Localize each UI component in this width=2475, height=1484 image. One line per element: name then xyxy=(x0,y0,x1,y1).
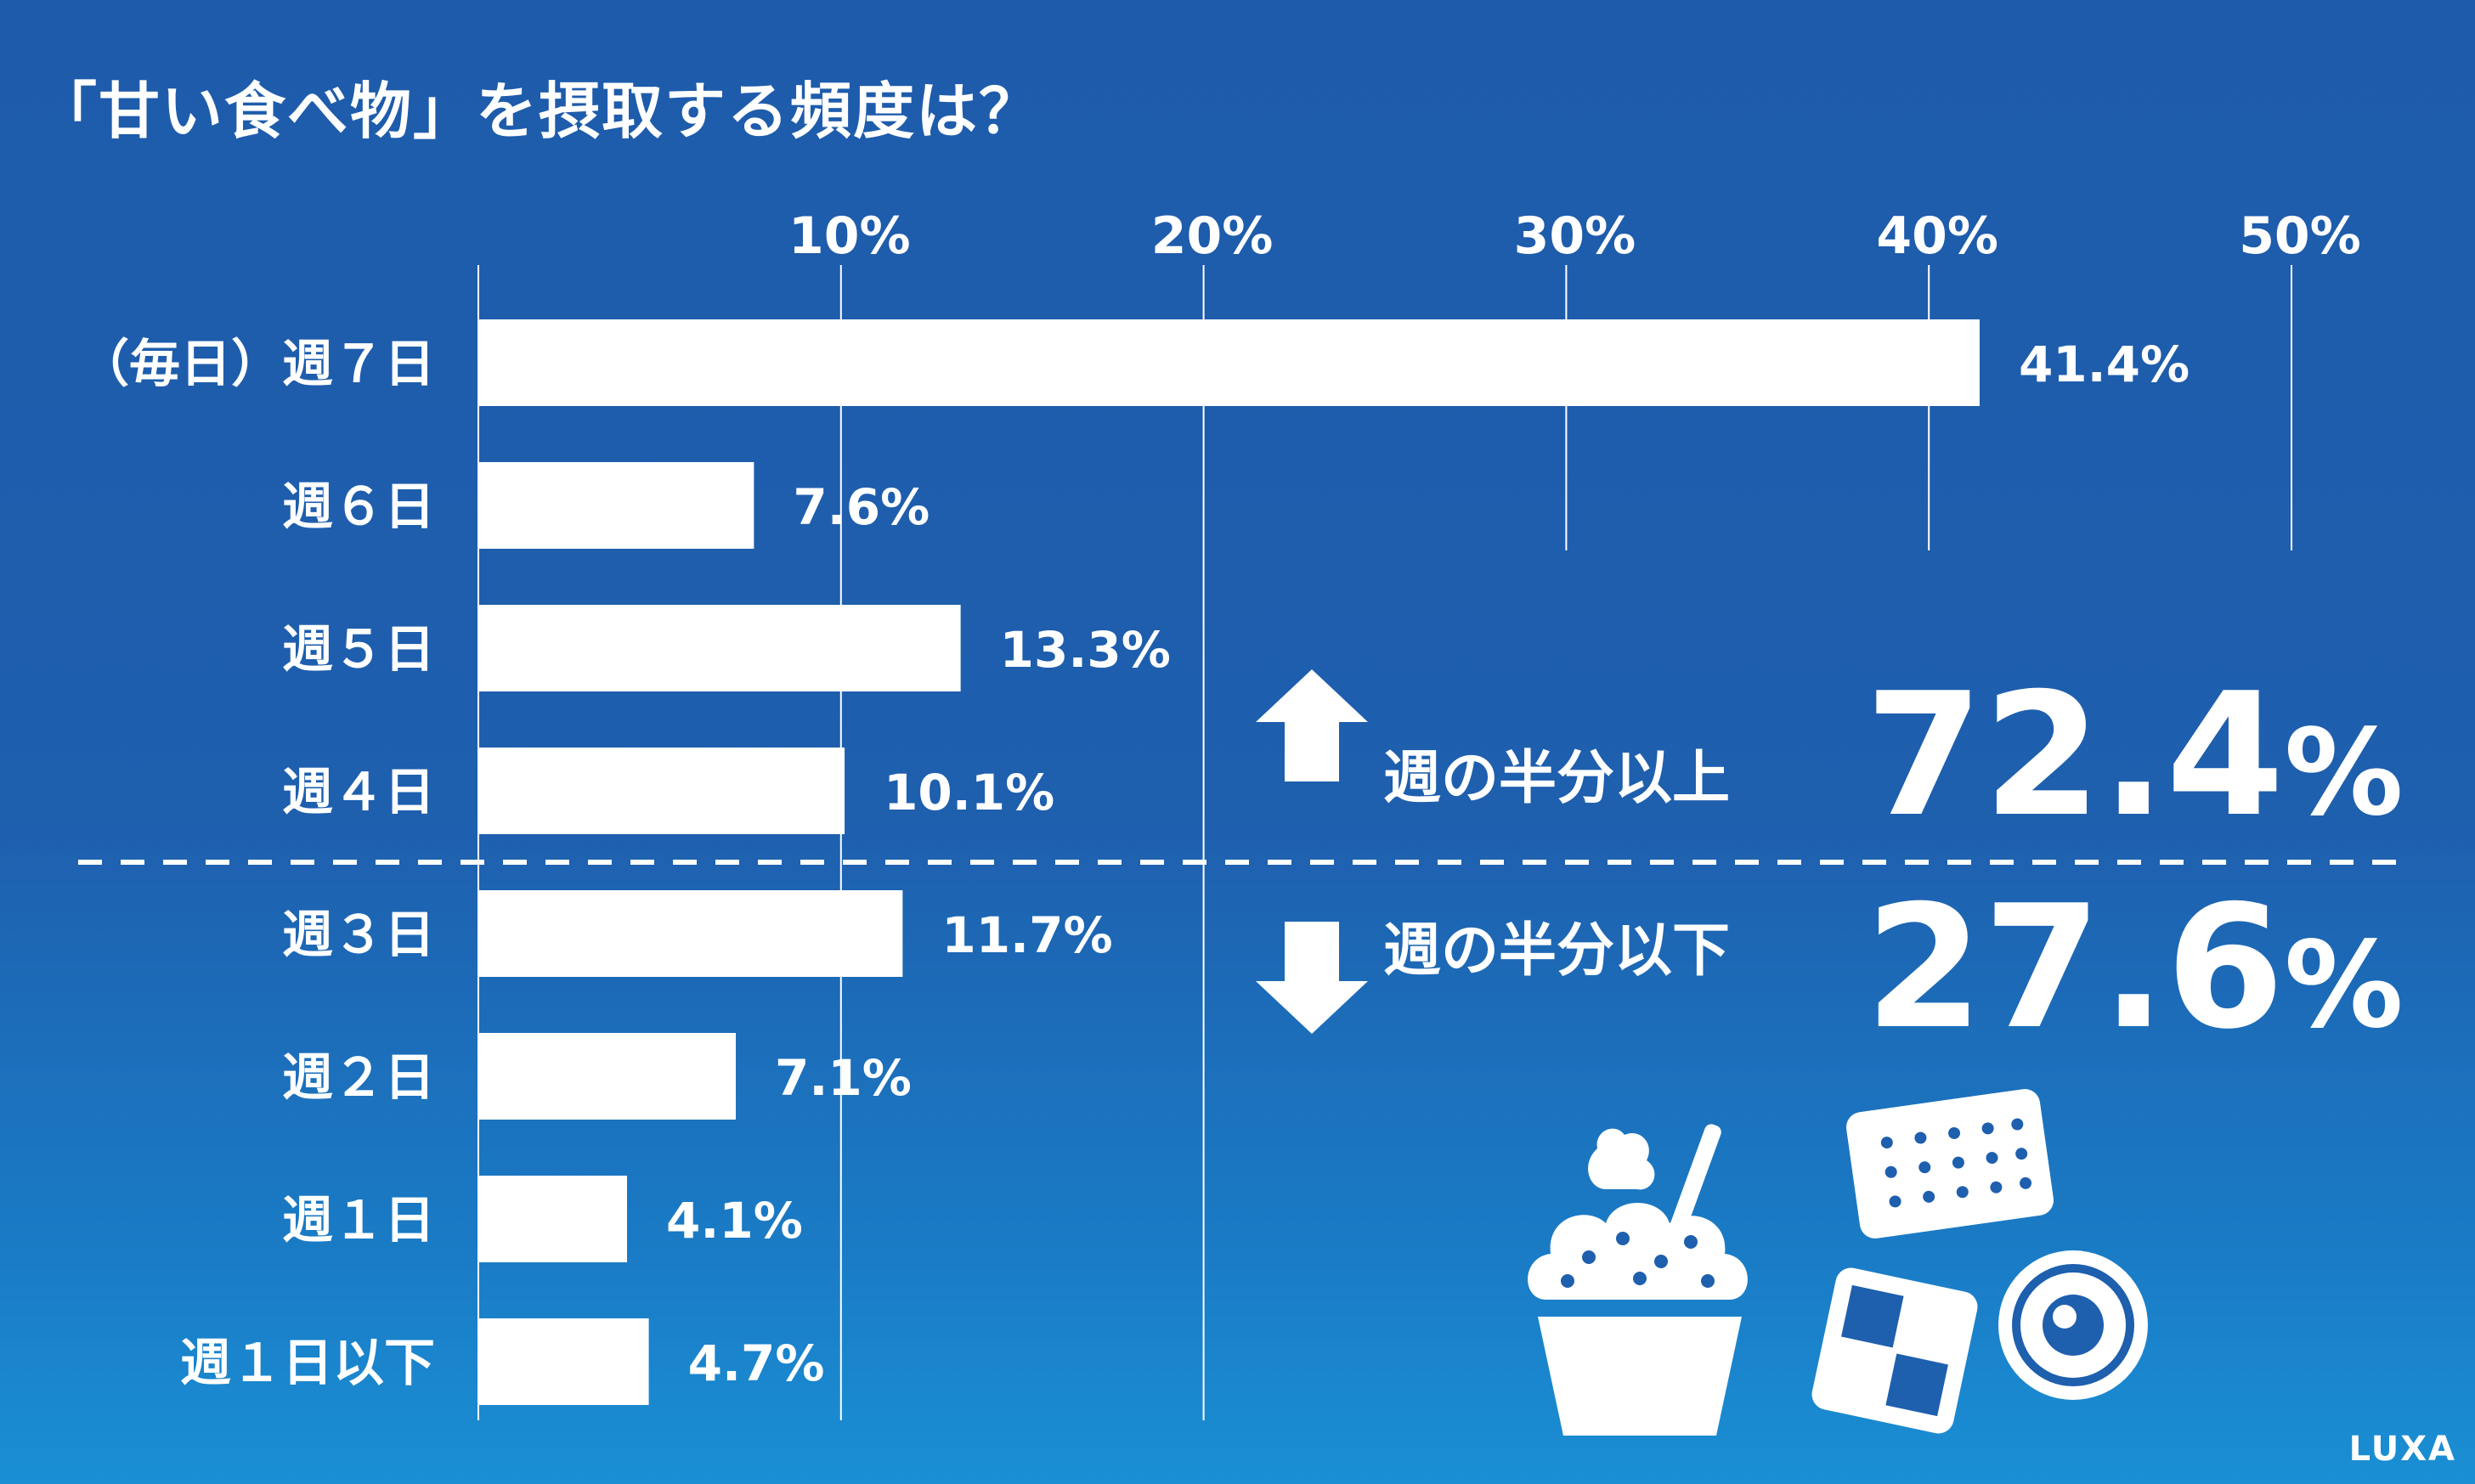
value-label: 4.7% xyxy=(688,1334,825,1392)
down-arrow-icon xyxy=(1256,922,1368,1034)
summary-below-unit: % xyxy=(2284,917,2404,1055)
biscuit-icon xyxy=(1846,1089,2054,1239)
summary-above-label: 週の半分以上 xyxy=(1383,745,1731,812)
chart-title: 「甘い食べ物」を摂取する頻度は？ xyxy=(36,76,1043,147)
brand-logo: LUXA xyxy=(2348,1430,2456,1469)
summary-below-number: 27.6 xyxy=(1865,869,2285,1067)
bar xyxy=(478,319,1980,406)
x-tick-label: 40% xyxy=(1876,206,1998,266)
cupcake-icon xyxy=(1528,1124,1748,1436)
category-label: 週１日 xyxy=(282,1191,435,1250)
summary-below-value: 27.6% xyxy=(1865,883,2404,1053)
bar xyxy=(478,748,845,834)
x-tick-label: 10% xyxy=(788,206,911,266)
category-label: 週１日以下 xyxy=(180,1334,435,1393)
bar xyxy=(478,890,903,977)
up-arrow-icon xyxy=(1256,669,1368,781)
value-label: 10.1% xyxy=(884,764,1054,821)
bar xyxy=(478,605,961,691)
value-label: 7.6% xyxy=(793,478,930,536)
summary-above-value: 72.4% xyxy=(1865,671,2404,841)
category-label: 週５日 xyxy=(282,620,435,680)
x-tick-label: 50% xyxy=(2239,206,2361,266)
value-label: 13.3% xyxy=(1000,621,1171,679)
value-label: 4.1% xyxy=(666,1192,803,1250)
bar xyxy=(478,462,754,549)
category-label: 週２日 xyxy=(282,1048,435,1108)
bar xyxy=(478,1318,649,1405)
value-label: 11.7% xyxy=(941,906,1112,964)
bar xyxy=(478,1033,737,1120)
category-label: 週６日 xyxy=(282,477,435,537)
category-label: （毎日）週７日 xyxy=(78,335,435,394)
x-tick-label: 30% xyxy=(1514,206,1636,266)
x-tick-label: 20% xyxy=(1151,206,1274,266)
checker-cookie-icon xyxy=(1811,1267,1978,1434)
value-label: 41.4% xyxy=(2019,336,2190,393)
category-label: 週３日 xyxy=(282,906,435,965)
bar xyxy=(478,1176,627,1262)
summary-above-unit: % xyxy=(2284,704,2404,843)
summary-above-number: 72.4 xyxy=(1865,657,2285,855)
category-label: 週４日 xyxy=(282,763,435,822)
value-label: 7.1% xyxy=(775,1049,912,1107)
summary-below-label: 週の半分以下 xyxy=(1383,917,1731,985)
round-cookie-icon xyxy=(1998,1250,2148,1400)
